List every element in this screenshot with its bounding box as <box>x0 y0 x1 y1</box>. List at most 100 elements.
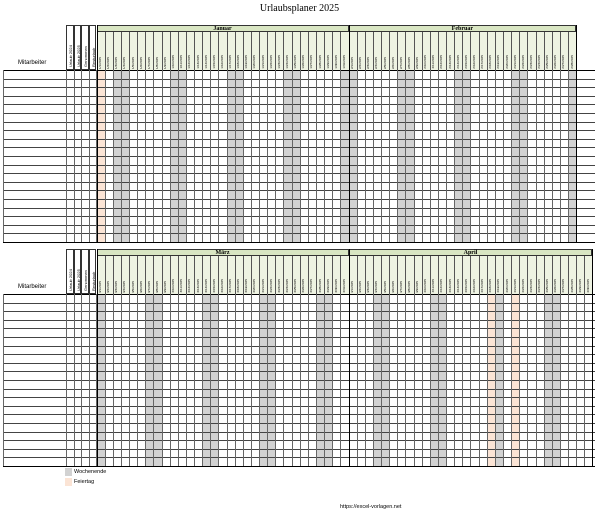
day-header: 4/23/2025 <box>527 256 536 294</box>
grid-col-line <box>88 70 90 242</box>
day-header: 3/12/2025 <box>185 256 195 294</box>
grid-col-line <box>568 70 570 242</box>
grid-col-line <box>137 70 139 242</box>
day-header: 4/30/2025 <box>584 256 593 294</box>
grid-col-line <box>210 70 212 242</box>
grid-col-line <box>218 294 220 466</box>
day-date-label: 2/3/2025 <box>366 56 371 69</box>
day-date-label: 3/17/2025 <box>228 279 233 293</box>
day-header: 2/20/2025 <box>503 32 512 70</box>
grid-row-line <box>3 233 595 235</box>
grid-col-line <box>324 70 326 242</box>
day-header: 3/17/2025 <box>226 256 235 294</box>
month-separator <box>592 249 594 466</box>
grid-col-line <box>543 294 545 466</box>
day-header: 4/8/2025 <box>405 256 414 294</box>
grid-col-line <box>250 70 252 242</box>
grid-col-line <box>478 294 480 466</box>
day-header: 3/10/2025 <box>169 256 178 294</box>
day-date-label: 4/5/2025 <box>382 280 387 293</box>
grid-row-line <box>3 457 595 459</box>
day-date-label: 1/21/2025 <box>260 55 265 69</box>
day-date-label: 4/22/2025 <box>520 279 525 293</box>
day-date-label: 4/23/2025 <box>528 279 533 293</box>
day-header: 4/17/2025 <box>478 256 487 294</box>
grid-col-line <box>137 294 139 466</box>
day-date-label: 2/19/2025 <box>496 55 501 69</box>
day-date-label: 4/26/2025 <box>553 279 558 293</box>
day-date-label: 4/12/2025 <box>439 279 444 293</box>
side-header-label: Urlaub 2025 <box>75 269 81 291</box>
day-date-label: 4/28/2025 <box>569 279 574 293</box>
day-date-label: 2/17/2025 <box>480 55 485 69</box>
grid-col-line <box>568 294 570 466</box>
grid-row-line <box>3 431 595 433</box>
grid-col-line <box>177 294 179 466</box>
day-date-label: 1/16/2025 <box>219 55 224 69</box>
day-date-label: 1/10/2025 <box>171 55 176 69</box>
grid-row-line <box>3 302 595 304</box>
grid-row-line <box>3 173 595 175</box>
grid-col-line <box>446 70 448 242</box>
day-header: 1/24/2025 <box>283 32 292 70</box>
day-date-label: 3/15/2025 <box>211 279 216 293</box>
month-separator <box>96 25 98 242</box>
grid-col-line <box>88 294 90 466</box>
legend-weekend-label: Wochenende <box>74 469 107 475</box>
grid-row-line <box>3 113 595 114</box>
month-separator <box>348 249 350 466</box>
grid-col-line <box>283 70 285 242</box>
day-header: 2/16/2025 <box>470 32 479 70</box>
day-header: 4/5/2025 <box>381 256 390 294</box>
source-link[interactable]: https://excel-vorlagen.net <box>340 504 402 510</box>
day-header: 2/4/2025 <box>372 32 382 70</box>
day-header: 3/22/2025 <box>267 256 276 294</box>
day-header: 1/23/2025 <box>275 32 284 70</box>
day-date-label: 2/15/2025 <box>463 55 468 69</box>
day-header: 3/18/2025 <box>234 256 243 294</box>
day-header: 2/28/2025 <box>568 32 577 70</box>
grid-col-line <box>535 70 537 242</box>
day-header: 2/26/2025 <box>551 32 560 70</box>
grid-col-line <box>299 294 301 466</box>
grid-col-line <box>429 294 431 466</box>
day-header: 4/10/2025 <box>421 256 430 294</box>
day-date-label: 3/9/2025 <box>163 280 168 293</box>
day-header: 1/6/2025 <box>137 32 146 70</box>
day-header: 3/26/2025 <box>299 256 308 294</box>
day-date-label: 2/12/2025 <box>439 55 444 69</box>
grid-row-line <box>3 311 595 313</box>
grid-col-line <box>527 294 529 466</box>
grid-col-line <box>3 70 4 242</box>
grid-col-line <box>307 294 309 466</box>
grid-row-line <box>3 121 595 123</box>
day-date-label: 1/15/2025 <box>211 55 216 69</box>
day-date-label: 3/11/2025 <box>179 279 184 293</box>
day-header: 3/21/2025 <box>259 256 268 294</box>
day-date-label: 3/31/2025 <box>341 279 346 293</box>
grid-row-line <box>3 380 595 381</box>
day-header: 1/17/2025 <box>226 32 235 70</box>
day-header: 4/6/2025 <box>389 256 398 294</box>
grid-col-line <box>218 70 220 242</box>
side-header-label: Urlaub 2024 <box>68 45 73 67</box>
grid-row-line <box>3 397 595 399</box>
day-date-label: 2/14/2025 <box>455 55 460 69</box>
grid-col-line <box>283 294 285 466</box>
day-date-label: 2/25/2025 <box>545 55 550 69</box>
day-header: 2/2/2025 <box>356 32 365 70</box>
grid-row-line <box>3 328 595 330</box>
grid-col-line <box>185 294 187 466</box>
day-date-label: 4/18/2025 <box>488 279 493 293</box>
day-header: 4/9/2025 <box>413 256 422 294</box>
day-header: 2/9/2025 <box>413 32 422 70</box>
grid-col-line <box>405 70 407 242</box>
grid-col-line <box>462 294 464 466</box>
grid-col-line <box>446 294 448 466</box>
day-header: 4/22/2025 <box>519 256 528 294</box>
day-date-label: 1/19/2025 <box>244 55 249 69</box>
day-header: 1/7/2025 <box>145 32 154 70</box>
day-date-label: 1/23/2025 <box>276 55 281 69</box>
day-date-label: 3/7/2025 <box>146 280 151 293</box>
grid-row-line <box>3 70 595 71</box>
